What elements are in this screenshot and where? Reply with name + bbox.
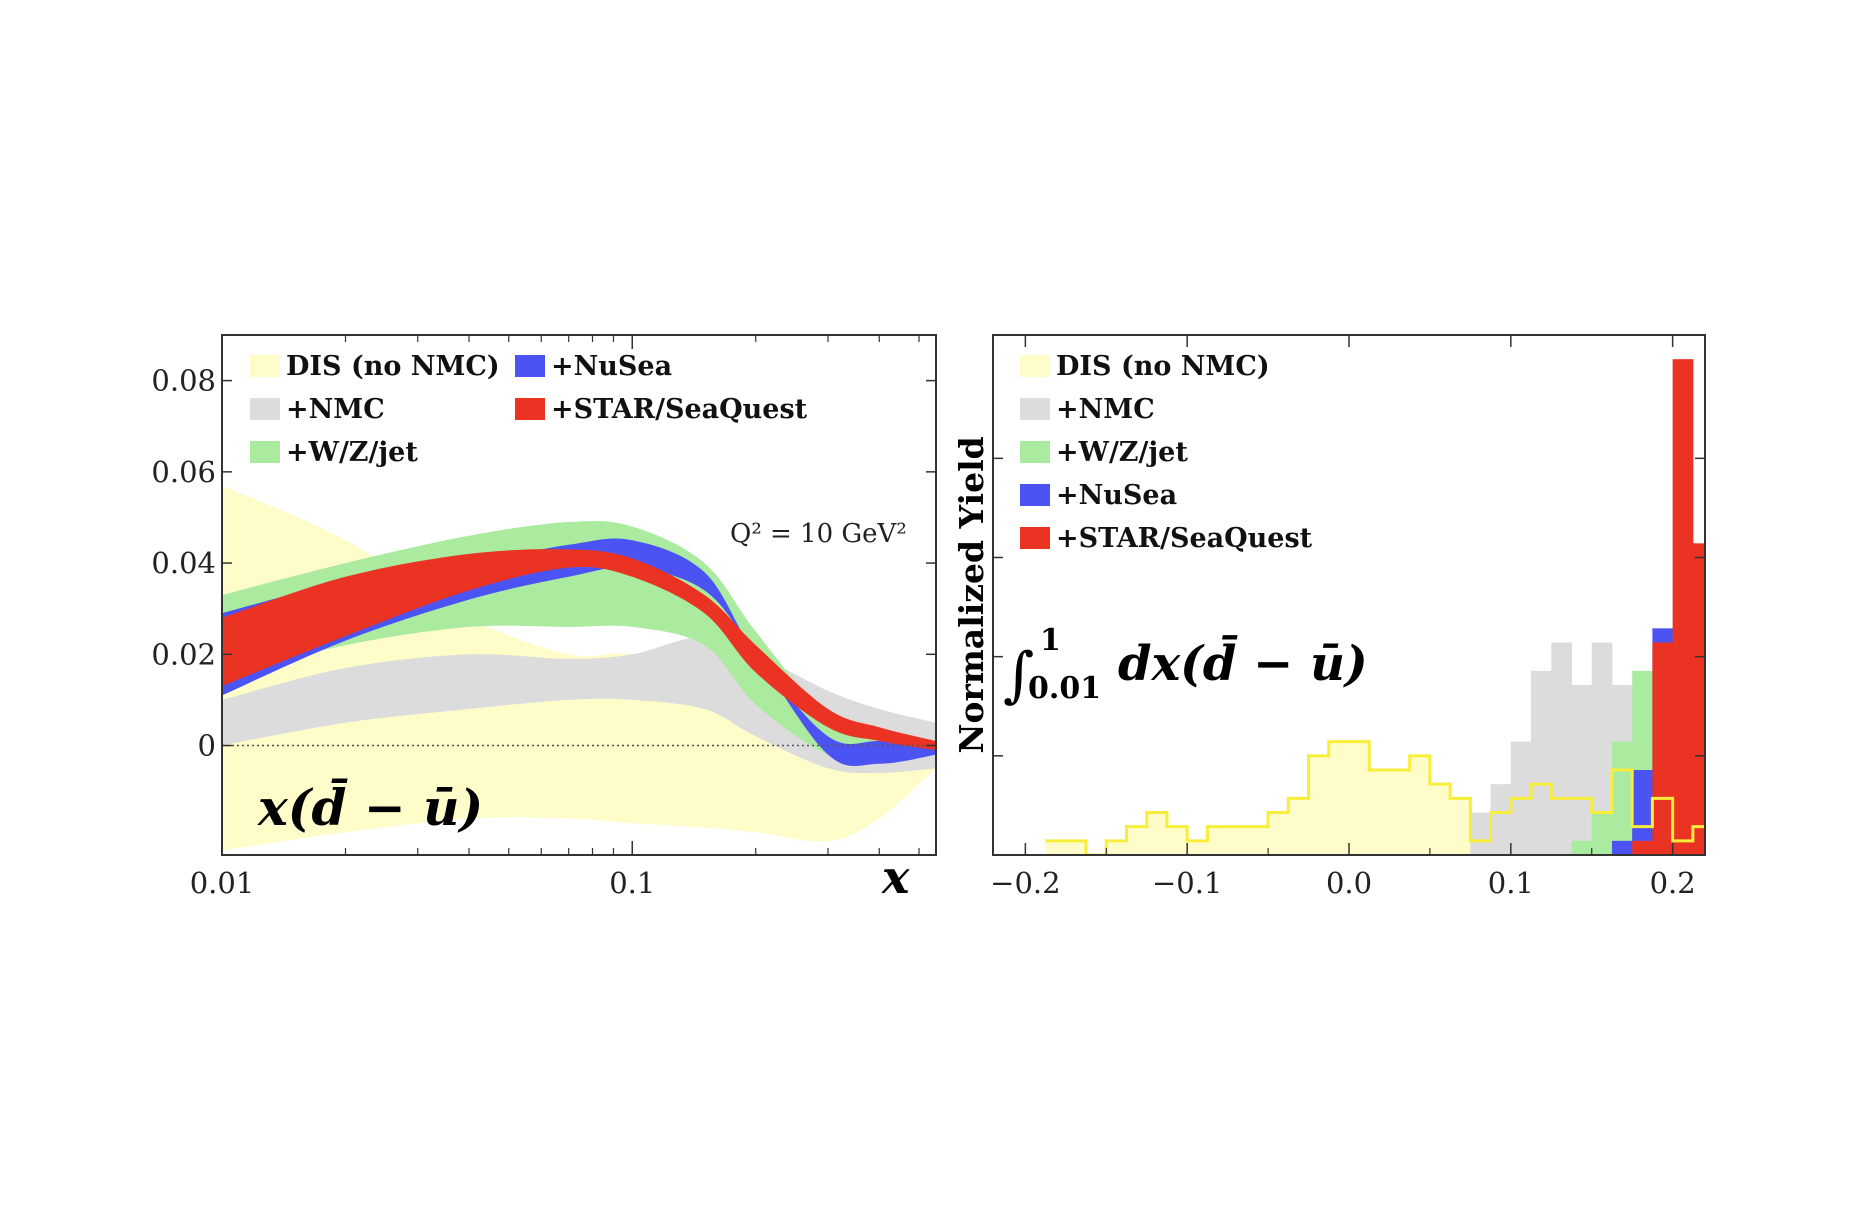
legend-label: +W/Z/jet <box>286 437 418 468</box>
hist-bar-dis <box>1429 784 1451 855</box>
hist-bar-4 <box>1713 798 1734 855</box>
x-tick-label: 0.1 <box>609 866 655 900</box>
y-tick-label: 0.04 <box>151 546 216 580</box>
legend-label: DIS (no NMC) <box>286 351 500 382</box>
hist-bar-dis <box>1207 826 1229 855</box>
hist-bar-1 <box>1490 784 1512 855</box>
left-axes: 0 0.02 0.04 0.06 0.08 0.01 0.1 <box>151 335 936 900</box>
hist-bar-1 <box>1470 812 1492 855</box>
hist-bar-4 <box>1692 543 1705 855</box>
hist-bar-2 <box>1733 798 1754 855</box>
legend-swatch <box>250 398 280 420</box>
hist-bar-1 <box>1551 642 1572 855</box>
hist-bar-4 <box>1652 642 1674 855</box>
x-tick-label: 0.1 <box>1488 866 1534 900</box>
left-plot-frame <box>221 334 937 856</box>
legend-label: +W/Z/jet <box>1056 437 1188 468</box>
hist-bar-4 <box>1672 359 1694 855</box>
hist-bar-3 <box>1713 756 1734 855</box>
right-axes: −0.2 −0.1 0.0 0.1 0.2 <box>990 335 1705 900</box>
hist-bar-3 <box>1611 840 1633 855</box>
hist-bar-dis <box>1308 755 1330 855</box>
hist-outline-dis <box>1045 740 1705 855</box>
hist-bar-dis <box>1369 770 1390 855</box>
integral-upper: 1 <box>1040 623 1061 658</box>
hist-bar-dis <box>1288 798 1310 855</box>
hist-bar-dis <box>1713 841 1734 855</box>
hist-bar-dis <box>1733 841 1754 855</box>
y-tick-label: 0.02 <box>151 637 216 671</box>
hist-bar-1 <box>1571 685 1593 855</box>
y-tick-label: 0.06 <box>151 455 216 489</box>
hist-bar-dis <box>1409 755 1431 855</box>
hist-bar-dis <box>1328 741 1350 855</box>
hist-bar-dis <box>1268 812 1289 855</box>
legend-label: +NuSea <box>1056 480 1177 511</box>
x-tick-label: −0.2 <box>990 866 1060 900</box>
legend-swatch <box>515 398 545 420</box>
x-tick-label: 0.01 <box>190 866 255 900</box>
hist-bar-dis <box>1065 840 1087 855</box>
legend-swatch <box>1020 398 1050 420</box>
hist-bar-2 <box>1571 840 1593 855</box>
hist-bar-1 <box>1531 670 1552 855</box>
band-4 <box>222 549 936 751</box>
hist-bar-2 <box>1611 741 1633 855</box>
hist-bar-2 <box>1814 841 1835 855</box>
hist-bar-dis <box>1106 840 1127 855</box>
legend-swatch <box>1020 527 1050 549</box>
hist-bar-3 <box>1632 770 1653 855</box>
y-tick-label: 0 <box>198 729 216 763</box>
right-legend: DIS (no NMC) +NMC +W/Z/jet +NuSea +STAR/SeaQ… <box>1020 351 1313 554</box>
legend-swatch <box>1020 355 1050 377</box>
right-panel: −0.2 −0.1 0.0 0.1 0.2 DIS (no NMC) +NMC +W/Z/j… <box>952 334 1835 900</box>
left-panel: 0 0.02 0.04 0.06 0.08 0.01 0.1 DIS (no NMC) +NM… <box>151 334 937 904</box>
x-axis-name: x <box>881 850 910 904</box>
hist-bar-dis <box>1126 826 1148 855</box>
q2-annotation: Q² = 10 GeV² <box>730 519 907 549</box>
x-tick-label: −0.1 <box>1152 866 1222 900</box>
hist-bar-2 <box>1774 841 1795 855</box>
legend-swatch <box>250 355 280 377</box>
x-tick-label: 0.2 <box>1650 866 1696 900</box>
legend-label: +NMC <box>286 394 385 425</box>
hist-bar-dis <box>1450 798 1471 855</box>
hist-bar-2 <box>1754 813 1775 856</box>
right-histogram <box>1045 359 1835 856</box>
hist-bar-dis <box>1166 826 1188 855</box>
y-axis-label: Normalized Yield <box>952 436 991 753</box>
hist-bar-2 <box>1794 841 1815 855</box>
hist-bar-1 <box>1713 841 1734 855</box>
x-tick-label: 0.0 <box>1326 866 1372 900</box>
legend-label: +NMC <box>1056 394 1155 425</box>
legend-label: DIS (no NMC) <box>1056 351 1270 382</box>
hist-bar-dis <box>1146 812 1168 855</box>
left-big-label: x(d̄ − ū) <box>257 777 483 837</box>
hist-bar-2 <box>1713 756 1734 855</box>
hist-bar-dis <box>1389 770 1411 855</box>
legend-label: +STAR/SeaQuest <box>551 394 808 425</box>
legend-label: +NuSea <box>551 351 672 382</box>
integral-lower: 0.01 <box>1028 671 1101 706</box>
integral-sign: ∫ <box>1003 640 1034 710</box>
legend-label: +STAR/SeaQuest <box>1056 523 1313 554</box>
hist-bar-dis <box>1247 826 1269 855</box>
left-bands <box>222 485 936 851</box>
legend-swatch <box>1020 484 1050 506</box>
hist-bar-dis <box>1187 840 1208 855</box>
legend-swatch <box>1020 441 1050 463</box>
hist-bar-dis <box>1227 826 1249 855</box>
hist-bar-1 <box>1591 642 1613 855</box>
hist-bar-4 <box>1632 840 1653 855</box>
hist-bar-dis <box>1349 741 1370 855</box>
left-legend: DIS (no NMC) +NMC +W/Z/jet +NuSea +STAR/SeaQ… <box>250 351 808 468</box>
hist-bar-2 <box>1591 812 1613 855</box>
y-tick-label: 0.08 <box>151 364 216 398</box>
hist-bar-dis <box>1045 840 1067 855</box>
integral-body: dx(d̄ − ū) <box>1118 634 1368 692</box>
legend-swatch <box>250 441 280 463</box>
legend-swatch <box>515 355 545 377</box>
